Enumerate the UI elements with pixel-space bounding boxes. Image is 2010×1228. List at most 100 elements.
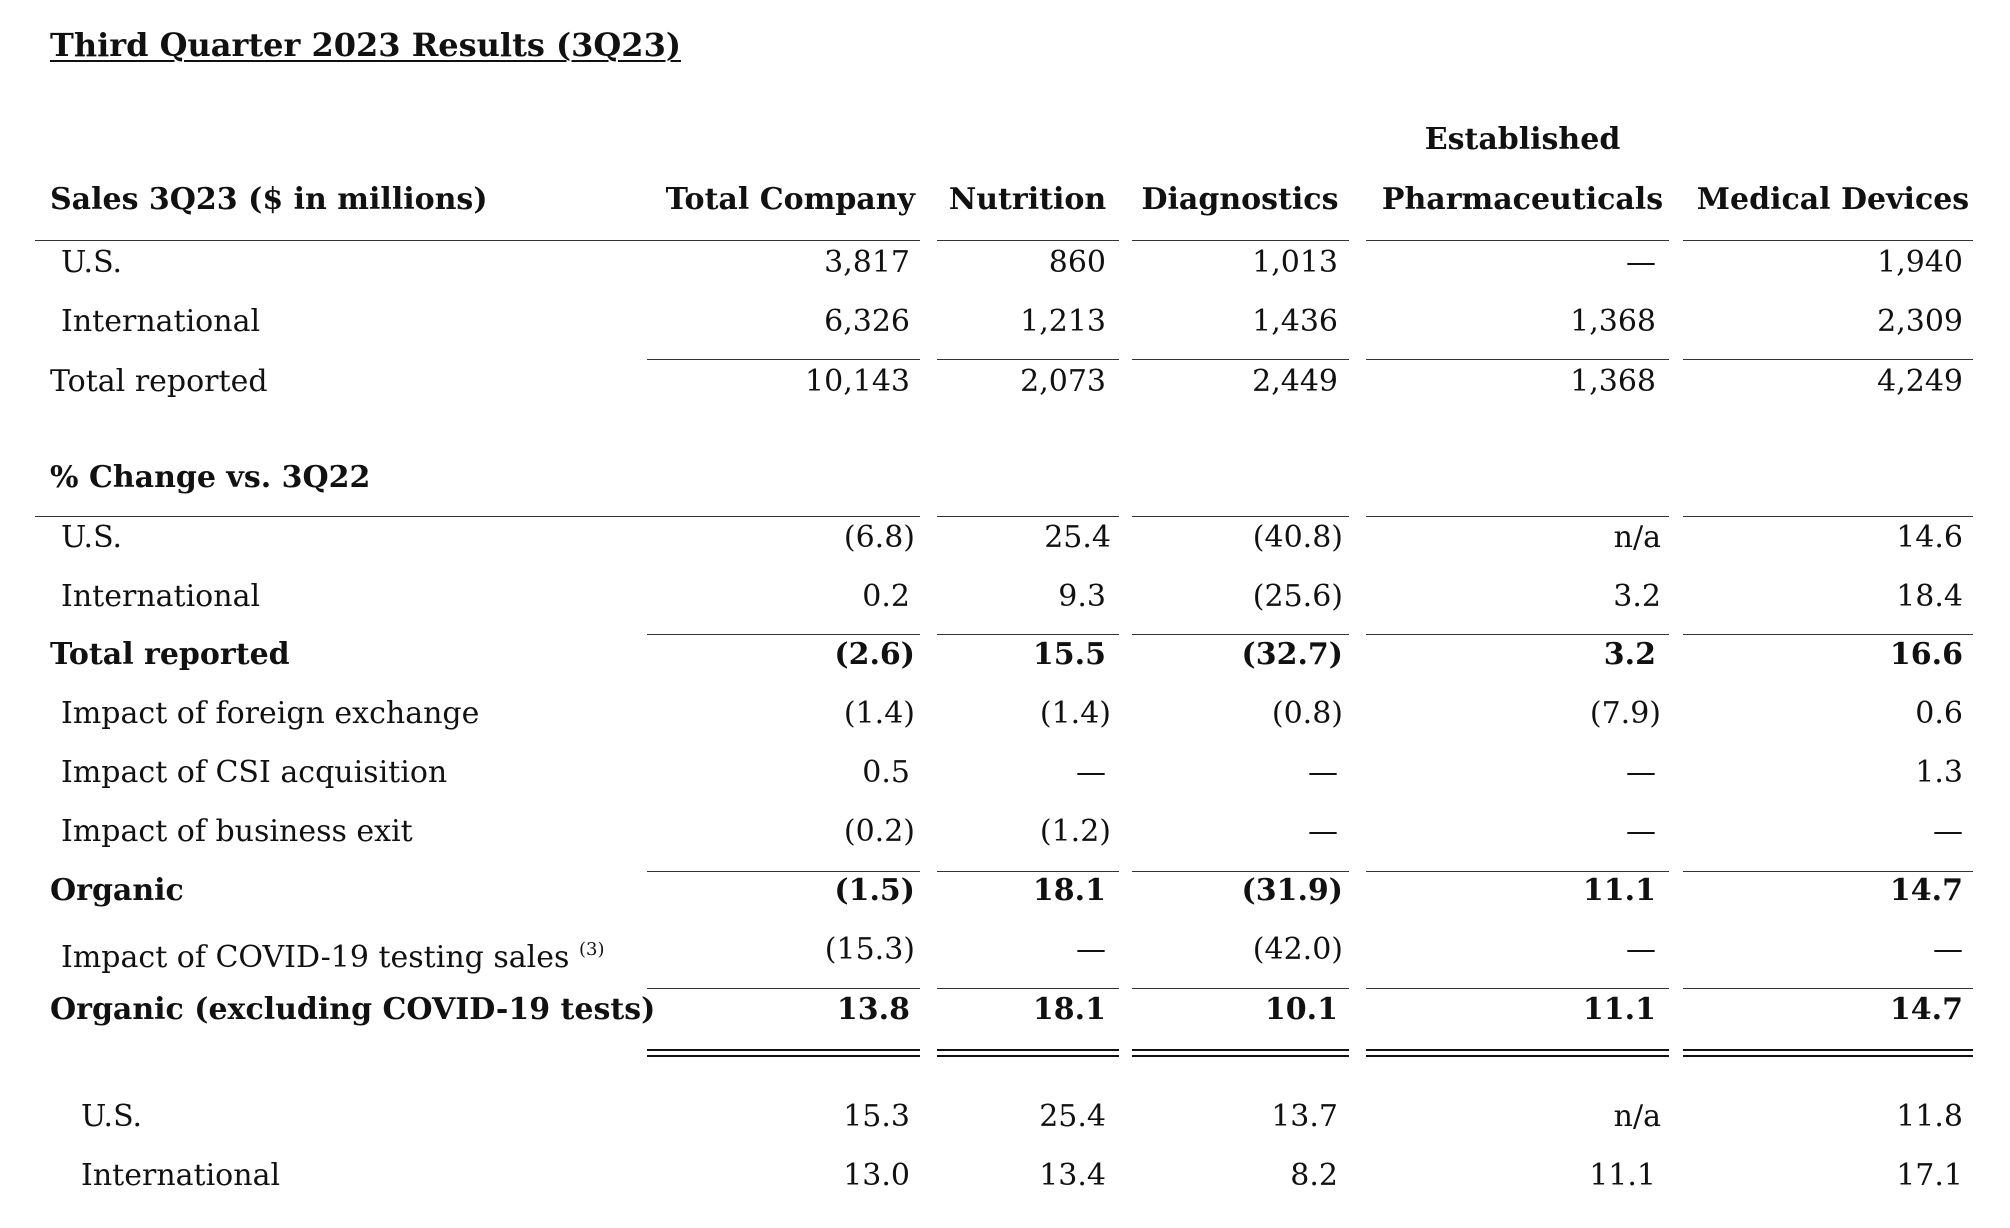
row-label: International	[61, 304, 261, 339]
cell-total-company: (6.8)	[843, 520, 915, 555]
cell-nutrition: (1.4)	[1039, 696, 1111, 731]
subtotal-rule	[1366, 871, 1669, 872]
header-rule	[35, 240, 920, 241]
row-label: International	[61, 579, 261, 614]
cell-total-company: 0.5	[862, 755, 910, 790]
cell-diagnostics: (32.7)	[1241, 637, 1343, 672]
subtotal-rule	[647, 871, 920, 872]
subtotal-rule	[1366, 359, 1669, 360]
cell-established: 11.1	[1582, 873, 1656, 908]
cell-medical-devices: 1,940	[1877, 245, 1963, 280]
cell-nutrition: 9.3	[1058, 579, 1106, 614]
subtotal-rule	[937, 871, 1119, 872]
cell-established: 11.1	[1589, 1158, 1656, 1193]
cell-nutrition: 18.1	[1032, 873, 1106, 908]
cell-diagnostics: 10.1	[1264, 992, 1338, 1027]
section-heading: % Change vs. 3Q22	[50, 460, 371, 495]
header-established-top: Established	[1424, 122, 1621, 157]
subtotal-rule	[1366, 634, 1669, 635]
row-label: Total reported	[50, 637, 290, 672]
header-rule	[937, 240, 1119, 241]
subtotal-rule	[647, 988, 920, 989]
cell-medical-devices: 14.7	[1889, 992, 1963, 1027]
cell-total-company: (0.2)	[843, 814, 915, 849]
section-rule	[1683, 516, 1973, 517]
cell-total-company: 3,817	[824, 245, 910, 280]
row-label: U.S.	[61, 520, 123, 555]
row-label: Organic	[50, 873, 184, 908]
subtotal-rule	[1132, 988, 1349, 989]
cell-established: 3.2	[1613, 579, 1661, 614]
footnote-marker: (3)	[578, 939, 605, 960]
cell-established: —	[1626, 932, 1656, 967]
cell-diagnostics: 1,436	[1252, 304, 1338, 339]
cell-total-company: (15.3)	[824, 932, 915, 967]
header-medical-devices: Medical Devices	[1696, 182, 1970, 217]
cell-total-company: (2.6)	[834, 637, 915, 672]
header-rule	[1366, 240, 1669, 241]
cell-nutrition: 1,213	[1020, 304, 1106, 339]
section-rule	[1132, 516, 1349, 517]
subtotal-rule	[937, 634, 1119, 635]
cell-established: 1,368	[1570, 304, 1656, 339]
cell-nutrition: (1.2)	[1039, 814, 1111, 849]
cell-diagnostics: 8.2	[1290, 1158, 1338, 1193]
document-title: Third Quarter 2023 Results (3Q23)	[50, 26, 681, 64]
subtotal-rule	[1132, 871, 1349, 872]
cell-medical-devices: 16.6	[1889, 637, 1963, 672]
cell-nutrition: 18.1	[1032, 992, 1106, 1027]
cell-diagnostics: (40.8)	[1252, 520, 1343, 555]
double-rule	[1683, 1049, 1973, 1057]
cell-total-company: (1.5)	[834, 873, 915, 908]
header-nutrition: Nutrition	[948, 182, 1107, 217]
row-label: International	[81, 1158, 281, 1193]
double-rule	[1366, 1049, 1669, 1057]
cell-established: —	[1626, 245, 1656, 280]
cell-diagnostics: 13.7	[1271, 1099, 1338, 1134]
cell-total-company: 0.2	[862, 579, 910, 614]
row-label: Total reported	[50, 364, 268, 399]
cell-established: n/a	[1613, 1099, 1661, 1134]
cell-medical-devices: —	[1933, 814, 1963, 849]
cell-nutrition: 860	[1048, 245, 1106, 280]
subtotal-rule	[1683, 359, 1973, 360]
subtotal-rule	[1366, 988, 1669, 989]
header-established-bottom: Pharmaceuticals	[1381, 182, 1664, 217]
cell-nutrition: 2,073	[1020, 364, 1106, 399]
double-rule	[1132, 1049, 1349, 1057]
cell-total-company: 6,326	[824, 304, 910, 339]
cell-diagnostics: (42.0)	[1252, 932, 1343, 967]
header-total-company: Total Company	[665, 182, 915, 217]
cell-medical-devices: 1.3	[1915, 755, 1963, 790]
subtotal-rule	[937, 988, 1119, 989]
cell-medical-devices: 11.8	[1896, 1099, 1963, 1134]
cell-diagnostics: 2,449	[1252, 364, 1338, 399]
cell-diagnostics: —	[1308, 814, 1338, 849]
cell-established: —	[1626, 814, 1656, 849]
cell-diagnostics: (31.9)	[1241, 873, 1343, 908]
double-rule	[647, 1049, 920, 1057]
cell-total-company: 15.3	[843, 1099, 910, 1134]
cell-established: —	[1626, 755, 1656, 790]
subtotal-rule	[1683, 871, 1973, 872]
cell-established: 1,368	[1570, 364, 1656, 399]
row-label: Impact of foreign exchange	[61, 696, 480, 731]
subtotal-rule	[1132, 359, 1349, 360]
cell-medical-devices: 2,309	[1877, 304, 1963, 339]
cell-diagnostics: (0.8)	[1271, 696, 1343, 731]
cell-diagnostics: 1,013	[1252, 245, 1338, 280]
double-rule	[937, 1049, 1119, 1057]
subtotal-rule	[937, 359, 1119, 360]
cell-nutrition: —	[1076, 755, 1106, 790]
header-diagnostics: Diagnostics	[1141, 182, 1339, 217]
cell-medical-devices: —	[1933, 932, 1963, 967]
header-rule	[1132, 240, 1349, 241]
cell-diagnostics: (25.6)	[1252, 579, 1343, 614]
cell-medical-devices: 14.7	[1889, 873, 1963, 908]
subtotal-rule	[1683, 988, 1973, 989]
row-label: U.S.	[61, 245, 123, 280]
header-label: Sales 3Q23 ($ in millions)	[50, 182, 488, 217]
cell-nutrition: —	[1076, 932, 1106, 967]
cell-total-company: 13.0	[843, 1158, 910, 1193]
